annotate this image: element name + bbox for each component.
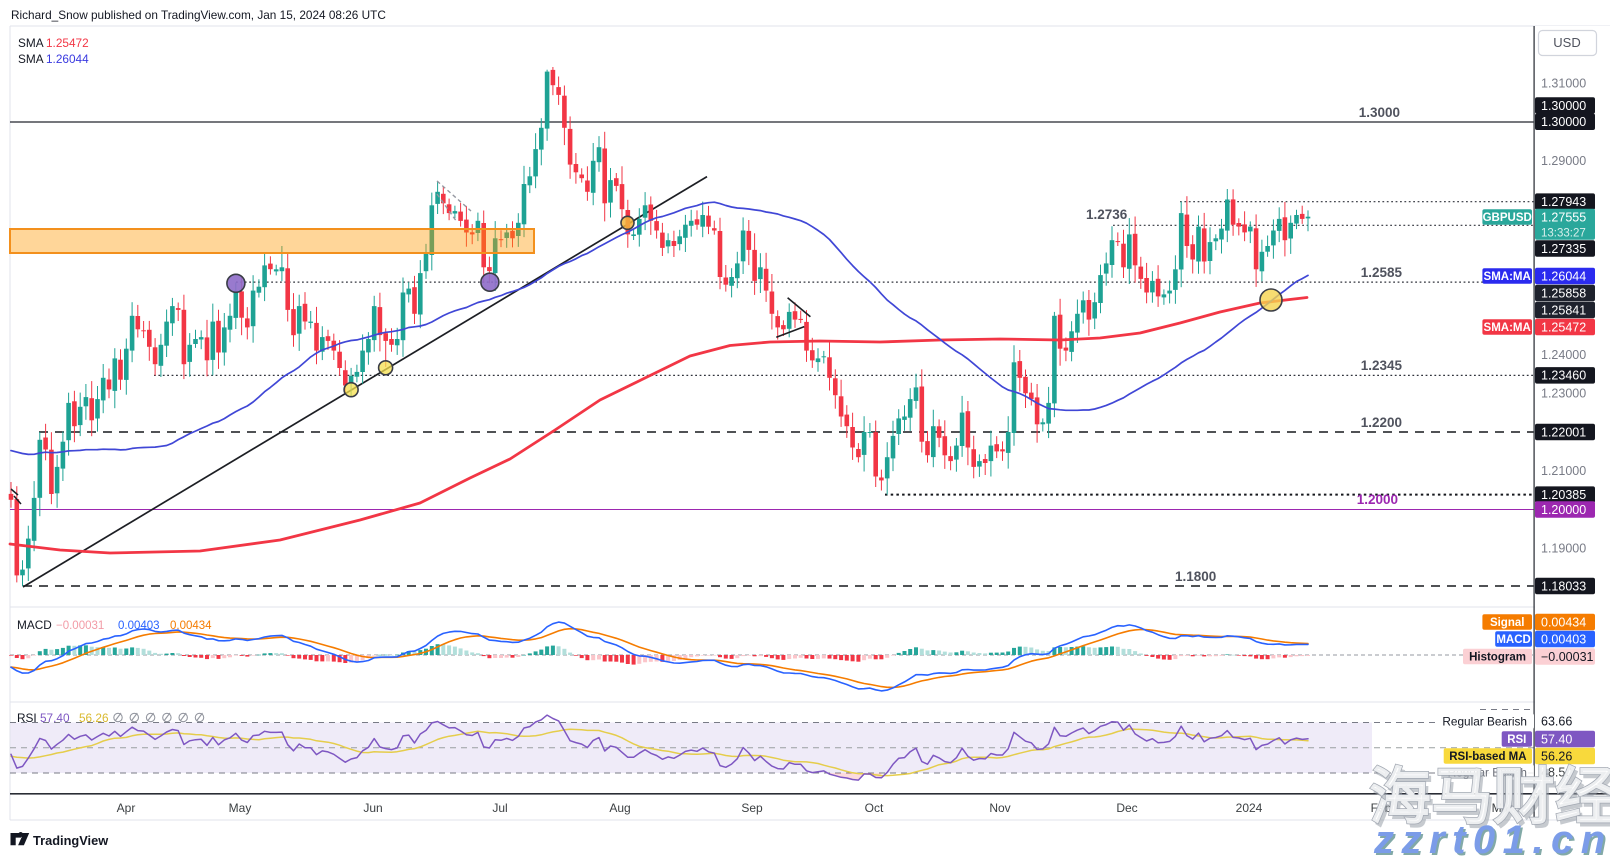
svg-text:0.00434: 0.00434 (1541, 615, 1586, 629)
svg-text:Feb: Feb (1371, 801, 1392, 815)
svg-text:zzrt01.cn: zzrt01.cn (1373, 818, 1610, 857)
svg-text:SMA:MA: SMA:MA (1484, 322, 1531, 334)
svg-text:USD: USD (1553, 35, 1580, 50)
svg-text:13:33:27: 13:33:27 (1541, 228, 1586, 240)
svg-text:0.00403: 0.00403 (118, 620, 160, 632)
svg-text:SMA:MA: SMA:MA (1484, 271, 1531, 283)
svg-text:Jul: Jul (492, 801, 507, 815)
svg-text:56.26: 56.26 (79, 711, 109, 725)
svg-text:Regular Bearish: Regular Bearish (1442, 714, 1527, 728)
svg-text:May: May (229, 801, 252, 815)
svg-text:zzrt01.cn: zzrt01.cn (1375, 820, 1610, 857)
svg-text:Signal: Signal (1490, 617, 1525, 629)
svg-text:Jun: Jun (363, 801, 382, 815)
svg-text:1.2736: 1.2736 (1086, 207, 1128, 222)
svg-text:RSI: RSI (17, 711, 37, 725)
svg-text:1.30000: 1.30000 (1541, 115, 1586, 129)
svg-text:1.1800: 1.1800 (1175, 569, 1216, 584)
svg-text:Apr: Apr (117, 801, 136, 815)
svg-text:1.18033: 1.18033 (1541, 579, 1586, 593)
svg-text:57.40: 57.40 (40, 711, 70, 725)
svg-text:Oct: Oct (865, 801, 884, 815)
svg-text:1.20385: 1.20385 (1541, 488, 1586, 502)
svg-text:1.23000: 1.23000 (1541, 387, 1586, 401)
svg-text:1.27943: 1.27943 (1541, 195, 1586, 209)
svg-text:Richard_Snow published on Trad: Richard_Snow published on TradingView.co… (11, 8, 386, 22)
svg-text:57.40: 57.40 (1541, 732, 1572, 746)
svg-text:Aug: Aug (609, 801, 630, 815)
svg-text:Sep: Sep (741, 801, 763, 815)
svg-text:2024: 2024 (1236, 801, 1263, 815)
svg-text:Nov: Nov (989, 801, 1010, 815)
svg-text:1.20000: 1.20000 (1541, 503, 1586, 517)
svg-text:0.00403: 0.00403 (1541, 632, 1586, 646)
svg-text:MACD: MACD (17, 618, 52, 632)
svg-text:1.3000: 1.3000 (1359, 105, 1400, 120)
svg-text:RSI: RSI (1507, 734, 1526, 746)
svg-text:1.23460: 1.23460 (1541, 369, 1586, 383)
svg-text:Mar: Mar (1492, 801, 1513, 815)
svg-text:1.2345: 1.2345 (1361, 358, 1403, 373)
svg-text:SMA: SMA (18, 36, 44, 50)
svg-text:TradingView: TradingView (33, 833, 108, 848)
svg-text:1.25841: 1.25841 (1541, 303, 1586, 317)
svg-text:1.26044: 1.26044 (1541, 269, 1586, 283)
svg-text:56.26: 56.26 (1541, 749, 1572, 763)
svg-text:1.25472: 1.25472 (1541, 320, 1586, 334)
svg-text:GBPUSD: GBPUSD (1483, 212, 1532, 224)
svg-text:Regular Bullish: Regular Bullish (1448, 766, 1527, 780)
svg-text:48.50: 48.50 (1541, 766, 1572, 780)
svg-text:1.31000: 1.31000 (1541, 77, 1586, 91)
svg-text:1.27335: 1.27335 (1541, 242, 1586, 256)
svg-text:1.30000: 1.30000 (1541, 99, 1586, 113)
svg-text:−0.00031: −0.00031 (56, 620, 104, 632)
svg-text:1.2585: 1.2585 (1361, 265, 1403, 280)
svg-text:63.66: 63.66 (1541, 714, 1572, 728)
svg-text:1.2200: 1.2200 (1361, 415, 1402, 430)
svg-text:RSI-based MA: RSI-based MA (1449, 751, 1526, 763)
svg-text:海马财经: 海马财经 (1369, 763, 1610, 832)
svg-text:SMA: SMA (18, 52, 44, 66)
svg-text:1.19000: 1.19000 (1541, 542, 1586, 556)
svg-text:MACD: MACD (1496, 634, 1531, 646)
svg-text:1.25472: 1.25472 (46, 36, 89, 50)
svg-text:Histogram: Histogram (1469, 651, 1526, 663)
svg-text:−0.00031: −0.00031 (1541, 650, 1594, 664)
svg-text:1.27555: 1.27555 (1541, 210, 1586, 224)
svg-text:1.29000: 1.29000 (1541, 154, 1586, 168)
svg-text:1.22001: 1.22001 (1541, 425, 1586, 439)
svg-text:海马财经: 海马财经 (1372, 767, 1610, 836)
svg-text:Dec: Dec (1116, 801, 1137, 815)
svg-text:1.24000: 1.24000 (1541, 348, 1586, 362)
svg-text:1.25858: 1.25858 (1541, 286, 1586, 300)
svg-text:1.2000: 1.2000 (1357, 492, 1398, 507)
svg-text:1.26044: 1.26044 (46, 52, 89, 66)
svg-text:0.00434: 0.00434 (170, 620, 212, 632)
svg-text:1.21000: 1.21000 (1541, 464, 1586, 478)
